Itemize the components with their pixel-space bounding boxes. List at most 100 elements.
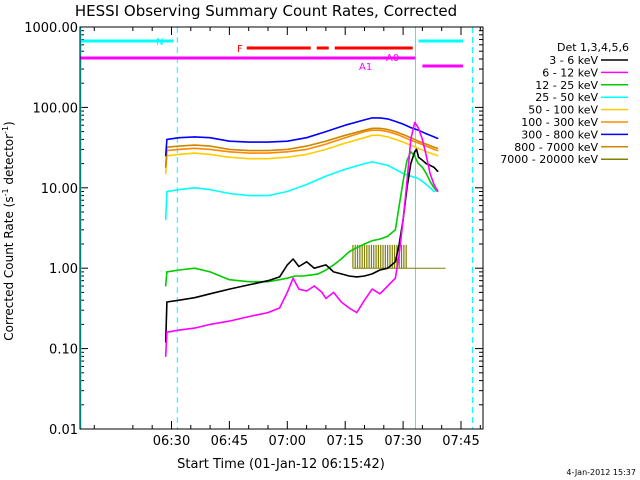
data-point [394, 229, 396, 231]
data-point [416, 124, 418, 126]
data-point [178, 329, 180, 331]
data-point [286, 264, 288, 266]
data-point [267, 141, 269, 143]
data-point [209, 137, 211, 139]
plot-frame [79, 26, 484, 430]
data-point [305, 290, 308, 292]
data-point [425, 145, 427, 147]
data-point [394, 131, 396, 133]
data-point [425, 155, 427, 157]
data-point [228, 288, 230, 290]
data-point [286, 140, 288, 142]
data-point [340, 301, 342, 303]
data-point [165, 285, 167, 287]
data-point [292, 258, 294, 260]
series-line [164, 129, 439, 168]
data-point [416, 148, 418, 151]
data-point [429, 173, 431, 175]
legend-label: 800 - 7000 keV [514, 141, 598, 154]
data-point [433, 187, 435, 189]
attenuator-label-a0: A0 [386, 53, 399, 64]
data-point [402, 136, 404, 138]
data-point [178, 137, 180, 139]
x-tick-label: 07:00 [269, 434, 306, 449]
series-100-300keV [164, 129, 439, 168]
data-point [363, 131, 366, 133]
y-axis-label: Corrected Count Rate (s-1 detector-1) [1, 121, 16, 340]
data-point [417, 127, 420, 129]
data-point [325, 148, 327, 151]
data-point [325, 175, 327, 177]
data-point [406, 180, 408, 183]
data-point [228, 156, 230, 158]
data-point [178, 299, 180, 301]
data-point [194, 147, 196, 149]
data-point [194, 267, 196, 269]
data-point [309, 274, 312, 276]
data-point [165, 173, 167, 175]
y-axis-label-mid: detector [2, 134, 16, 189]
data-point [425, 143, 427, 145]
data-point [248, 141, 250, 143]
data-point [209, 271, 211, 273]
x-tick-label: 07:45 [442, 434, 479, 449]
data-point [414, 155, 416, 157]
data-point [402, 123, 404, 125]
data-point [313, 285, 315, 287]
data-point [348, 307, 350, 309]
data-point [394, 168, 396, 170]
legend-label: 12 - 25 keV [535, 79, 598, 92]
data-point [344, 142, 346, 144]
data-point [209, 323, 211, 325]
series-800-7000keV [164, 127, 439, 168]
data-point [433, 166, 435, 168]
data-point [228, 192, 230, 195]
data-point [410, 138, 412, 140]
series-group [164, 117, 446, 357]
x-tick-label: 07:30 [384, 434, 421, 449]
data-point [286, 277, 288, 279]
data-point [294, 275, 296, 277]
flare-label: F [237, 44, 243, 55]
legend-label: 7000 - 20000 keV [500, 153, 598, 166]
data-point [194, 144, 196, 146]
data-point [348, 251, 350, 253]
data-point [292, 277, 294, 279]
data-point [429, 164, 431, 166]
data-point [387, 131, 389, 133]
data-point [394, 133, 396, 135]
data-point [387, 136, 389, 138]
data-point [414, 151, 416, 153]
legend-header: Det 1,3,4,5,6 [557, 41, 629, 54]
data-point [363, 137, 366, 139]
data-point [425, 183, 427, 186]
data-point [209, 153, 211, 156]
data-point [437, 170, 439, 172]
data-point [417, 142, 420, 144]
data-point [417, 178, 420, 180]
data-point [305, 183, 308, 186]
data-point [437, 147, 439, 149]
data-point [228, 320, 230, 322]
data-point [387, 164, 389, 166]
data-point [166, 138, 168, 140]
data-point [340, 258, 342, 260]
data-point [402, 180, 404, 183]
data-point [267, 280, 269, 282]
data-point [417, 156, 420, 158]
y-axis-label-sup2: -1 [1, 126, 10, 134]
data-point [305, 137, 308, 139]
data-point [178, 148, 180, 151]
series-line [164, 151, 439, 287]
data-point [379, 269, 381, 271]
data-point [228, 140, 230, 142]
observing-intervals: N F A0 A1 [80, 27, 474, 429]
timestamp: 4-Jan-2012 15:37 [566, 468, 636, 477]
data-point [379, 293, 381, 295]
data-point [228, 279, 230, 281]
data-point [363, 119, 366, 121]
data-point [425, 173, 427, 175]
data-point [379, 117, 381, 119]
